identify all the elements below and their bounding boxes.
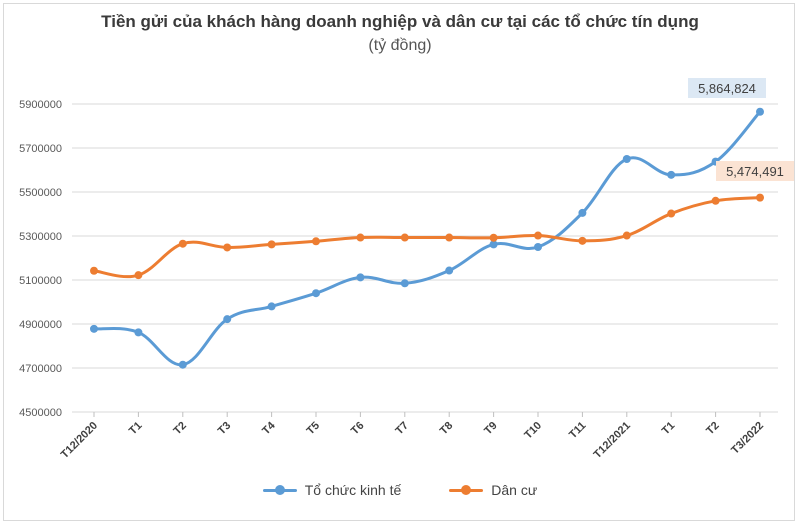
- x-tick-label: T9: [482, 420, 500, 438]
- y-tick-label: 5300000: [19, 231, 62, 243]
- chart-title: Tiền gửi của khách hàng doanh nghiệp và …: [101, 12, 699, 31]
- y-tick-label: 4500000: [19, 407, 62, 419]
- y-tick-label: 5900000: [19, 99, 62, 111]
- x-tick-label: T1: [660, 420, 678, 438]
- data-point: [267, 302, 276, 311]
- legend-item-dan-cu: Dân cư: [449, 482, 537, 498]
- data-point: [445, 266, 454, 275]
- y-tick-label: 5700000: [19, 143, 62, 155]
- data-point: [578, 236, 587, 245]
- legend-item-to-chuc-kinh-te: Tổ chức kinh tế: [262, 482, 402, 498]
- data-label: 5,864,824: [698, 81, 756, 96]
- data-point: [223, 315, 232, 324]
- chart-legend: Tổ chức kinh tế Dân cư: [0, 482, 800, 498]
- data-point: [356, 233, 365, 242]
- data-point: [667, 209, 676, 218]
- data-point: [400, 279, 409, 288]
- data-point: [90, 266, 98, 275]
- x-tick-label: T10: [522, 420, 544, 442]
- data-point: [178, 360, 187, 369]
- data-point: [489, 233, 498, 242]
- x-tick-label: T1: [127, 420, 145, 438]
- data-point: [711, 196, 720, 205]
- data-point: [622, 155, 631, 163]
- data-point: [667, 170, 676, 179]
- y-tick-label: 5100000: [19, 275, 62, 287]
- x-tick-label: T2: [171, 420, 189, 438]
- chart-subtitle: (tỷ đồng): [368, 37, 432, 54]
- data-point: [489, 240, 498, 249]
- data-point: [756, 193, 764, 202]
- data-point: [534, 231, 542, 240]
- data-point: [90, 324, 98, 333]
- x-tick-label: T7: [393, 420, 411, 438]
- x-tick-label: T3/2022: [729, 420, 766, 457]
- chart-frame: [3, 3, 795, 521]
- data-point: [178, 239, 187, 248]
- data-point: [134, 328, 143, 337]
- x-tick-label: T4: [260, 419, 278, 437]
- data-label-box: [716, 161, 794, 181]
- x-tick-label: T8: [438, 420, 456, 438]
- y-tick-label: 5500000: [19, 187, 62, 199]
- series-line-dan-cu: [92, 196, 762, 279]
- x-tick-label: T12/2021: [592, 420, 633, 461]
- x-tick-label: T2: [704, 420, 722, 438]
- x-tick-label: T5: [305, 420, 323, 438]
- legend-label: Dân cư: [491, 482, 538, 498]
- x-tick-label: T6: [349, 420, 367, 438]
- data-point: [312, 289, 320, 298]
- data-point: [312, 237, 320, 246]
- data-point: [622, 231, 631, 240]
- data-point: [534, 243, 542, 251]
- data-point: [223, 243, 232, 252]
- data-point: [356, 273, 365, 282]
- data-label-box: [688, 78, 766, 98]
- x-tick-label: T3: [216, 420, 234, 438]
- data-point: [134, 271, 143, 280]
- data-point: [445, 233, 454, 242]
- y-tick-label: 4700000: [19, 363, 62, 375]
- y-tick-label: 4900000: [19, 319, 62, 331]
- data-point: [267, 240, 276, 249]
- x-tick-label: T12/2020: [59, 420, 100, 461]
- data-point: [578, 208, 587, 217]
- data-point: [400, 233, 409, 242]
- data-label: 5,474,491: [726, 164, 784, 179]
- data-point: [756, 107, 764, 116]
- legend-swatch-orange: [449, 484, 484, 496]
- series-line-to-chuc-kinh-te: [92, 110, 762, 367]
- legend-label: Tổ chức kinh tế: [304, 482, 402, 498]
- legend-swatch-blue: [262, 484, 297, 496]
- x-tick-label: T11: [567, 420, 588, 441]
